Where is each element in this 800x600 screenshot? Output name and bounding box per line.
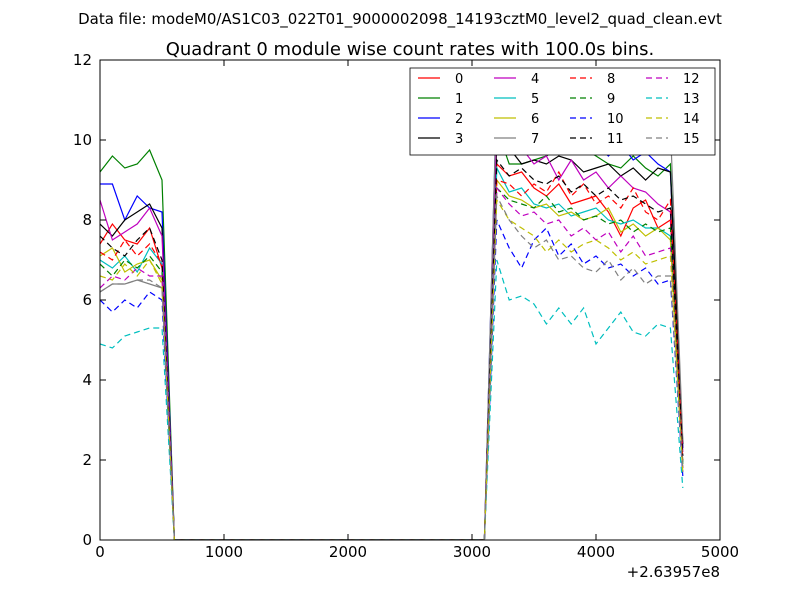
- legend-label-9: 9: [607, 92, 615, 107]
- series-line-8: [100, 170, 684, 540]
- plot-area: [100, 86, 684, 540]
- chart-title: Quadrant 0 module wise count rates with …: [166, 39, 655, 60]
- series-line-14: [100, 198, 684, 540]
- y-tick-label: 0: [82, 531, 92, 549]
- legend-label-11: 11: [607, 132, 624, 147]
- x-tick-label: 0: [95, 543, 105, 561]
- y-tick-label: 8: [82, 211, 92, 229]
- legend-label-15: 15: [683, 132, 700, 147]
- legend-label-8: 8: [607, 72, 615, 87]
- series-line-10: [100, 219, 684, 540]
- y-tick-label: 12: [73, 51, 92, 69]
- series-line-13: [100, 259, 684, 540]
- series-line-0: [100, 162, 684, 540]
- legend-label-12: 12: [683, 72, 700, 87]
- legend-box: [409, 67, 716, 156]
- legend-label-5: 5: [531, 92, 539, 107]
- y-tick-label: 2: [82, 451, 92, 469]
- series-line-6: [100, 178, 684, 540]
- x-tick-label: 1000: [205, 543, 243, 561]
- series-line-5: [100, 165, 684, 540]
- series-line-3: [100, 138, 684, 540]
- y-tick-label: 4: [82, 371, 92, 389]
- x-tick-label: 4000: [577, 543, 615, 561]
- series-line-12: [100, 186, 684, 540]
- legend-label-1: 1: [455, 92, 463, 107]
- data-file-label: Data file: modeM0/AS1C03_022T01_90000020…: [78, 10, 722, 29]
- legend-label-10: 10: [607, 112, 624, 127]
- x-tick-label: 3000: [453, 543, 491, 561]
- series-line-9: [100, 186, 684, 540]
- y-tick-label: 6: [82, 291, 92, 309]
- x-tick-label: 2000: [329, 543, 367, 561]
- legend-label-14: 14: [683, 112, 700, 127]
- legend-label-0: 0: [455, 72, 463, 87]
- x-offset-label: +2.63957e8: [627, 563, 720, 581]
- series-line-1: [100, 127, 684, 540]
- legend-label-6: 6: [531, 112, 539, 127]
- series-line-2: [100, 91, 684, 540]
- legend-label-3: 3: [455, 132, 463, 147]
- series-line-15: [100, 193, 684, 540]
- legend-label-13: 13: [683, 92, 700, 107]
- y-tick-label: 10: [73, 131, 92, 149]
- legend-label-7: 7: [531, 132, 539, 147]
- x-tick-label: 5000: [701, 543, 739, 561]
- legend-label-2: 2: [455, 112, 463, 127]
- series-line-4: [100, 113, 684, 540]
- series-line-11: [100, 158, 684, 540]
- legend-label-4: 4: [531, 72, 539, 87]
